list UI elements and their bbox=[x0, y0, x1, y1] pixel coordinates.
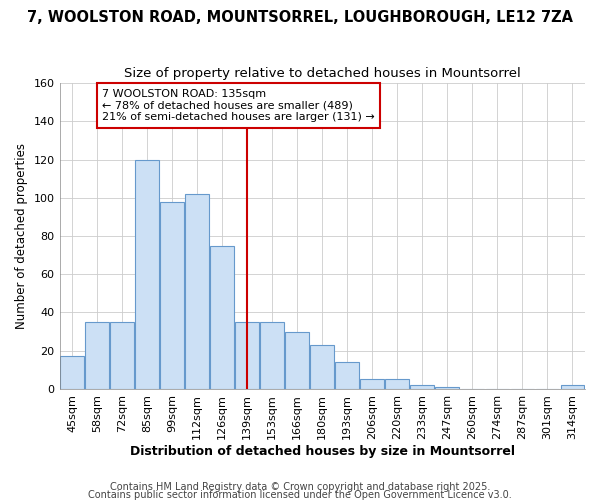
Bar bbox=[310, 345, 334, 389]
Bar bbox=[185, 194, 209, 389]
Text: Contains HM Land Registry data © Crown copyright and database right 2025.: Contains HM Land Registry data © Crown c… bbox=[110, 482, 490, 492]
Text: Contains public sector information licensed under the Open Government Licence v3: Contains public sector information licen… bbox=[88, 490, 512, 500]
Bar bbox=[160, 202, 184, 389]
Bar bbox=[60, 356, 84, 389]
Bar bbox=[560, 385, 584, 389]
Bar bbox=[260, 322, 284, 389]
Text: 7 WOOLSTON ROAD: 135sqm
← 78% of detached houses are smaller (489)
21% of semi-d: 7 WOOLSTON ROAD: 135sqm ← 78% of detache… bbox=[102, 89, 375, 122]
Bar bbox=[335, 362, 359, 389]
Bar bbox=[135, 160, 159, 389]
Y-axis label: Number of detached properties: Number of detached properties bbox=[15, 143, 28, 329]
Bar bbox=[85, 322, 109, 389]
Title: Size of property relative to detached houses in Mountsorrel: Size of property relative to detached ho… bbox=[124, 68, 521, 80]
Bar bbox=[110, 322, 134, 389]
Bar bbox=[361, 380, 384, 389]
Bar bbox=[286, 332, 309, 389]
Bar bbox=[210, 246, 234, 389]
Bar bbox=[410, 385, 434, 389]
Bar bbox=[385, 380, 409, 389]
Bar bbox=[235, 322, 259, 389]
X-axis label: Distribution of detached houses by size in Mountsorrel: Distribution of detached houses by size … bbox=[130, 444, 515, 458]
Bar bbox=[436, 387, 459, 389]
Text: 7, WOOLSTON ROAD, MOUNTSORREL, LOUGHBOROUGH, LE12 7ZA: 7, WOOLSTON ROAD, MOUNTSORREL, LOUGHBORO… bbox=[27, 10, 573, 25]
